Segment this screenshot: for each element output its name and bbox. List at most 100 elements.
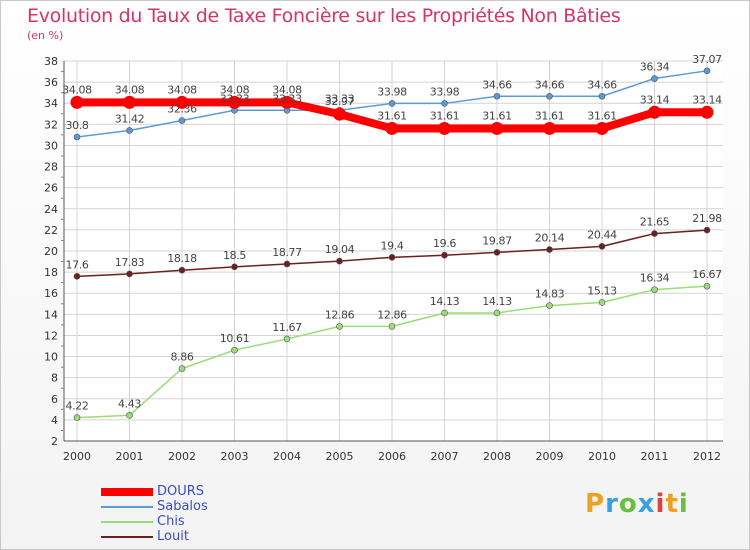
data-label-sabalos: 37.07: [692, 53, 722, 66]
data-point-louit: [126, 270, 133, 278]
x-tick-label: 2006: [378, 450, 406, 463]
y-tick-label: 38: [44, 55, 58, 68]
logo-letter: o: [618, 489, 638, 519]
logo-letter: r: [605, 489, 619, 519]
y-tick-label: 34: [44, 97, 58, 110]
x-tick-label: 2012: [693, 450, 721, 463]
x-tick-label: 2007: [431, 450, 459, 463]
data-label-sabalos: 34.66: [587, 78, 617, 91]
data-point-louit: [388, 254, 396, 261]
legend-label: DOURS: [157, 484, 205, 499]
data-label-dours: 31.61: [430, 109, 460, 122]
data-label-sabalos: 32.36: [167, 103, 197, 116]
data-point-sabalos: [703, 67, 711, 75]
data-point-louit: [336, 257, 343, 265]
x-tick-label: 2011: [641, 450, 669, 463]
data-label-chis: 16.34: [640, 272, 670, 285]
data-label-sabalos: 31.42: [115, 112, 145, 125]
data-point-chis: [546, 302, 553, 309]
data-label-louit: 19.87: [482, 234, 512, 247]
data-point-sabalos: [441, 100, 448, 107]
data-label-louit: 20.14: [535, 232, 565, 245]
y-tick-label: 6: [51, 393, 58, 406]
chart-title: Evolution du Taux de Taxe Foncière sur l…: [27, 5, 621, 27]
data-point-dours: [543, 121, 556, 135]
y-tick-label: 16: [44, 287, 58, 300]
data-label-chis: 12.86: [377, 308, 407, 321]
data-label-louit: 17.83: [115, 256, 145, 269]
logo-letter: P: [585, 489, 606, 519]
data-point-dours: [700, 105, 714, 119]
data-point-dours: [175, 95, 189, 109]
data-label-louit: 19.6: [433, 237, 456, 250]
data-point-dours: [648, 105, 661, 119]
y-tick-label: 20: [44, 245, 58, 258]
data-label-dours: 34.08: [115, 83, 145, 96]
data-point-chis: [126, 412, 133, 419]
data-label-sabalos: 36.34: [640, 61, 670, 74]
data-label-sabalos: 33.98: [377, 85, 407, 98]
y-tick-label: 26: [44, 182, 58, 195]
data-point-dours: [438, 121, 451, 135]
data-label-sabalos: 33.98: [430, 85, 460, 98]
data-label-chis: 14.13: [430, 295, 460, 308]
data-point-dours: [70, 95, 84, 109]
data-point-dours: [333, 107, 346, 121]
proxiti-logo: Proxiti: [585, 489, 689, 519]
y-tick-label: 8: [51, 372, 58, 385]
data-point-dours: [280, 95, 294, 109]
data-point-sabalos: [598, 92, 606, 100]
legend-swatch: [101, 521, 153, 523]
data-point-louit: [283, 260, 291, 268]
data-label-chis: 14.13: [482, 295, 512, 308]
data-point-sabalos: [493, 92, 501, 100]
data-point-sabalos: [651, 75, 658, 82]
x-tick-label: 2001: [116, 450, 144, 463]
y-tick-label: 22: [44, 224, 58, 237]
logo-letter: x: [637, 489, 656, 519]
data-point-chis: [598, 299, 606, 306]
data-point-louit: [703, 226, 711, 234]
data-label-sabalos: 33.33: [325, 92, 355, 105]
data-label-louit: 19.4: [381, 239, 404, 252]
data-point-chis: [336, 323, 343, 330]
data-point-chis: [178, 365, 186, 372]
data-point-louit: [441, 251, 448, 259]
data-label-dours: 34.08: [62, 83, 92, 96]
data-label-dours: 34.08: [220, 83, 250, 96]
data-label-louit: 19.04: [325, 243, 355, 256]
data-point-dours: [123, 95, 136, 109]
data-label-chis: 16.67: [692, 268, 722, 281]
logo-letter: i: [655, 489, 666, 519]
data-label-dours: 32.97: [325, 95, 355, 108]
data-point-sabalos: [73, 133, 81, 141]
y-tick-label: 24: [44, 203, 58, 216]
data-point-chis: [651, 286, 658, 293]
data-label-dours: 33.14: [640, 93, 670, 106]
data-label-dours: 31.61: [535, 109, 565, 122]
data-point-sabalos: [388, 100, 396, 107]
data-point-chis: [441, 309, 448, 317]
data-label-chis: 15.13: [587, 284, 617, 297]
data-label-louit: 21.98: [692, 212, 722, 225]
legend-swatch: [101, 536, 153, 538]
data-point-louit: [231, 263, 238, 271]
data-point-chis: [73, 414, 81, 421]
data-point-louit: [178, 266, 186, 274]
data-point-dours: [385, 121, 399, 135]
data-label-dours: 33.14: [692, 93, 722, 106]
legend-swatch: [101, 506, 153, 508]
x-tick-label: 2004: [273, 450, 301, 463]
y-tick-label: 12: [44, 329, 58, 342]
y-tick-label: 4: [51, 414, 58, 427]
y-tick-label: 18: [44, 266, 58, 279]
x-tick-label: 2009: [536, 450, 564, 463]
data-label-louit: 18.77: [272, 246, 302, 259]
y-tick-label: 36: [44, 76, 58, 89]
data-label-chis: 12.86: [325, 308, 355, 321]
legend-label: Sabalos: [157, 499, 208, 514]
data-point-chis: [283, 335, 291, 343]
data-labels: 34.08 34.08 34.08 34.08 34.08 32.97 31.61 31.61…: [62, 53, 722, 413]
y-tick-label: 30: [44, 139, 58, 152]
data-label-chis: 4.43: [118, 397, 141, 410]
